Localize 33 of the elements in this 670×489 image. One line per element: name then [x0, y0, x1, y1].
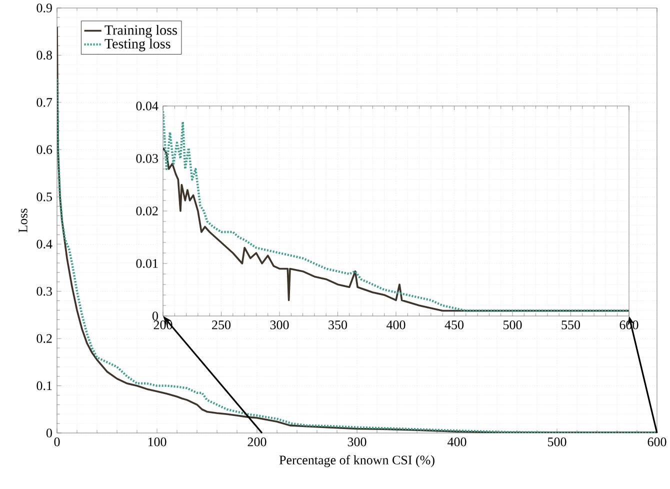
x-tick-label: 400 — [448, 438, 466, 446]
x-tick-label: 500 — [548, 438, 566, 446]
x-tick-label: 200 — [248, 438, 266, 446]
x-tick-label: 350 — [328, 320, 348, 330]
legend-label: Testing loss — [104, 38, 170, 52]
x-axis-title: Percentage of known CSI (%) — [279, 455, 434, 468]
x-tick-label: 300 — [270, 320, 289, 330]
y-tick-label: 0.3 — [36, 286, 52, 296]
y-tick-label: 0.03 — [136, 154, 158, 163]
y-tick-label: 0.04 — [136, 102, 158, 110]
y-tick-label: 0.02 — [136, 206, 158, 216]
y-axis-title: Loss — [18, 208, 28, 232]
y-tick-label: 0.2 — [36, 334, 52, 343]
y-tick-label: 0.1 — [36, 381, 52, 390]
y-tick-label: 0.9 — [36, 4, 52, 12]
x-tick-label: 400 — [386, 320, 406, 330]
x-tick-label: 550 — [562, 320, 580, 330]
y-tick-label: 0.4 — [36, 240, 52, 249]
x-tick-label: 500 — [504, 320, 522, 330]
y-tick-label: 0.01 — [136, 259, 158, 268]
y-tick-label: 0.8 — [36, 50, 52, 60]
x-tick-label: 600 — [648, 438, 666, 446]
legend-label: Training loss — [104, 24, 177, 38]
x-tick-label: 100 — [148, 438, 166, 446]
x-tick-label: 250 — [212, 320, 231, 330]
x-tick-label: 300 — [348, 438, 366, 446]
y-tick-label: 0.7 — [36, 98, 52, 107]
y-tick-label: 0 — [152, 312, 158, 320]
y-tick-label: 0.5 — [36, 192, 52, 202]
y-tick-label: 0.6 — [36, 145, 52, 154]
x-tick-label: 0 — [54, 438, 60, 446]
x-tick-label: 450 — [444, 320, 464, 330]
y-tick-label: 0 — [46, 428, 52, 438]
